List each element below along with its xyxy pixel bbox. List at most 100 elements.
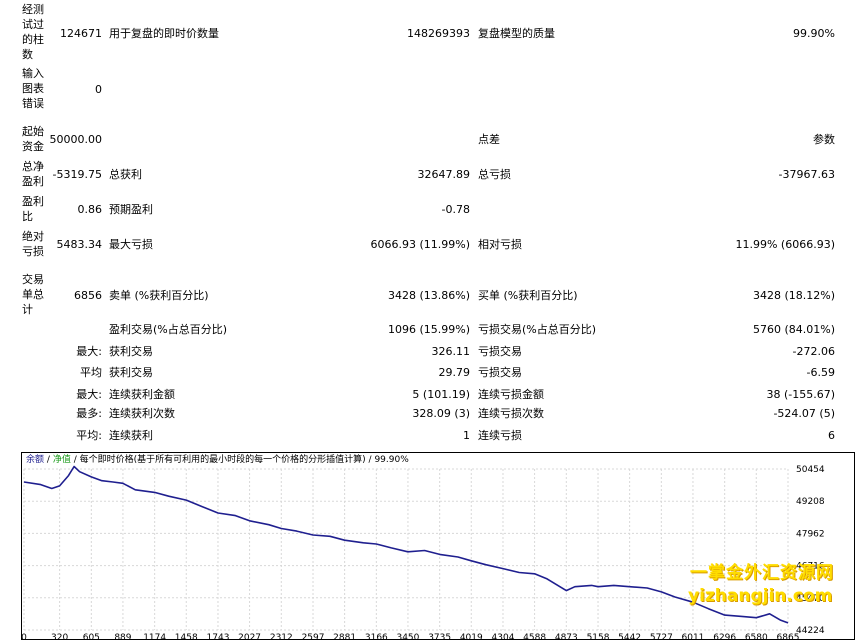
x-tick-label: 3166 <box>365 633 388 642</box>
x-tick-label: 4588 <box>523 633 546 642</box>
total-trades-value: 6856 <box>74 289 102 302</box>
x-tick-label: 605 <box>83 633 100 642</box>
maximal-losses-value: -524.07 (5) <box>773 407 835 420</box>
x-tick-label: 889 <box>114 633 131 642</box>
loss-trades-value: 5760 (84.01%) <box>752 323 835 336</box>
x-tick-label: 2312 <box>270 633 293 642</box>
maximal-wins-label: 连续获利次数 <box>109 407 175 420</box>
total-trades-label: 交易单总计 <box>22 273 44 316</box>
max-consec-losses-value: 38 (-155.67) <box>766 388 835 401</box>
params-label: 参数 <box>813 133 835 146</box>
net-profit-label: 总净盈利 <box>22 160 44 188</box>
x-tick-label: 6296 <box>713 633 736 642</box>
maximal-prefix: 最多: <box>76 407 102 420</box>
average-loss-label: 亏损交易 <box>478 366 522 379</box>
avg-consec-losses-label: 连续亏损 <box>478 429 522 442</box>
caption-separator-3: / <box>368 455 372 465</box>
quality-label: 复盘模型的质量 <box>478 27 555 40</box>
avg-consec-wins-value: 1 <box>463 429 470 442</box>
short-trades-label: 卖单 (%获利百分比) <box>109 289 209 302</box>
caption-model: 每个即时价格(基于所有可利用的最小时段的每一个价格的分形插值计算) <box>79 455 366 465</box>
balance-chart: 余额 / 净值 / 每个即时价格(基于所有可利用的最小时段的每一个价格的分形插值… <box>21 452 855 642</box>
x-tick-label: 3450 <box>396 633 419 642</box>
largest-profit-value: 326.11 <box>431 345 471 358</box>
legend-equity: 净值 <box>52 455 71 465</box>
chart-svg: 50454 49208 47962 46716 45470 44224 0 320 605 889… <box>21 465 825 642</box>
maximal-losses-label: 连续亏损次数 <box>478 407 544 420</box>
y-tick-label: 44224 <box>796 626 825 636</box>
expected-payoff-value: -0.78 <box>441 203 470 216</box>
x-tick-label: 2597 <box>302 633 325 642</box>
y-tick-label: 46716 <box>796 562 825 572</box>
x-tick-label: 6580 <box>745 633 768 642</box>
profit-factor-value: 0.86 <box>77 203 103 216</box>
watermark-url: yizhangjin.com <box>688 586 833 606</box>
x-tick-label: 3735 <box>428 633 451 642</box>
avg-consec-losses-value: 6 <box>828 429 835 442</box>
errors-value: 0 <box>95 83 102 96</box>
gross-profit-value: 32647.89 <box>417 168 471 181</box>
deposit-label: 起始资金 <box>22 125 44 153</box>
max-consec-losses-label: 连续亏损金额 <box>478 388 544 401</box>
avg-consec-wins-label: 连续获利 <box>109 429 153 442</box>
abs-drawdown-label: 绝对亏损 <box>22 230 44 258</box>
profit-factor-label: 盈利比 <box>22 195 44 223</box>
x-tick-label: 5442 <box>618 633 641 642</box>
profit-trades-label: 盈利交易(%占总百分比) <box>109 323 228 336</box>
x-tick-label: 6865 <box>777 633 800 642</box>
bars-tested-label: 经测试过的柱数 <box>22 3 44 61</box>
profit-trades-value: 1096 (15.99%) <box>387 323 470 336</box>
caption-quality: 99.90% <box>374 455 409 465</box>
average-profit-value: 29.79 <box>438 366 471 379</box>
long-trades-value: 3428 (18.12%) <box>752 289 835 302</box>
x-tick-label: 4019 <box>460 633 483 642</box>
y-tick-label: 49208 <box>796 497 825 507</box>
rel-drawdown-value: 11.99% (6066.93) <box>735 238 835 251</box>
x-tick-label: 0 <box>21 633 27 642</box>
rel-drawdown-label: 相对亏损 <box>478 238 522 251</box>
max-drawdown-label: 最大亏损 <box>109 238 153 251</box>
ticks-value: 148269393 <box>407 27 470 40</box>
errors-label: 输入图表错误 <box>22 67 44 110</box>
x-tick-label: 1174 <box>143 633 166 642</box>
y-tick-label: 47962 <box>796 529 825 539</box>
largest-loss-label: 亏损交易 <box>478 345 522 358</box>
y-tick-label: 50454 <box>796 465 825 475</box>
ticks-label: 用于复盘的即时价数量 <box>109 27 219 40</box>
abs-drawdown-value: 5483.34 <box>56 238 103 251</box>
chart-caption: 余额 / 净值 / 每个即时价格(基于所有可利用的最小时段的每一个价格的分形插值… <box>26 455 409 466</box>
max-consec-prefix: 最大: <box>76 388 102 401</box>
x-tick-label: 2881 <box>333 633 356 642</box>
average-profit-label: 获利交易 <box>109 366 153 379</box>
x-tick-label: 4304 <box>492 633 515 642</box>
max-drawdown-value: 6066.93 (11.99%) <box>370 238 470 251</box>
expected-payoff-label: 预期盈利 <box>109 203 153 216</box>
average-loss-value: -6.59 <box>806 366 835 379</box>
maximal-wins-value: 328.09 (3) <box>412 407 470 420</box>
loss-trades-label: 亏损交易(%占总百分比) <box>478 323 597 336</box>
legend-balance: 余额 <box>26 455 45 465</box>
largest-loss-value: -272.06 <box>792 345 835 358</box>
gross-loss-label: 总亏损 <box>478 168 511 181</box>
max-consec-wins-value: 5 (101.19) <box>412 388 470 401</box>
long-trades-label: 买单 (%获利百分比) <box>478 289 578 302</box>
largest-profit-label: 获利交易 <box>109 345 153 358</box>
x-tick-label: 2027 <box>238 633 261 642</box>
y-tick-label: 45470 <box>796 594 825 604</box>
gross-loss-value: -37967.63 <box>778 168 835 181</box>
bars-tested-value: 124671 <box>60 27 102 40</box>
x-tick-label: 5727 <box>650 633 673 642</box>
gross-profit-label: 总获利 <box>109 168 142 181</box>
x-tick-label: 320 <box>51 633 68 642</box>
quality-value: 99.90% <box>793 27 835 40</box>
balance-series-line <box>23 465 789 624</box>
spread-label: 点差 <box>478 133 500 146</box>
short-trades-value: 3428 (13.86%) <box>387 289 470 302</box>
x-tick-label: 1458 <box>175 633 198 642</box>
avg-consec-prefix: 平均: <box>76 429 102 442</box>
net-profit-value: -5319.75 <box>52 168 102 181</box>
max-consec-wins-label: 连续获利金额 <box>109 388 175 401</box>
x-tick-label: 4873 <box>555 633 578 642</box>
deposit-value: 50000.00 <box>49 133 103 146</box>
x-tick-label: 1743 <box>207 633 230 642</box>
